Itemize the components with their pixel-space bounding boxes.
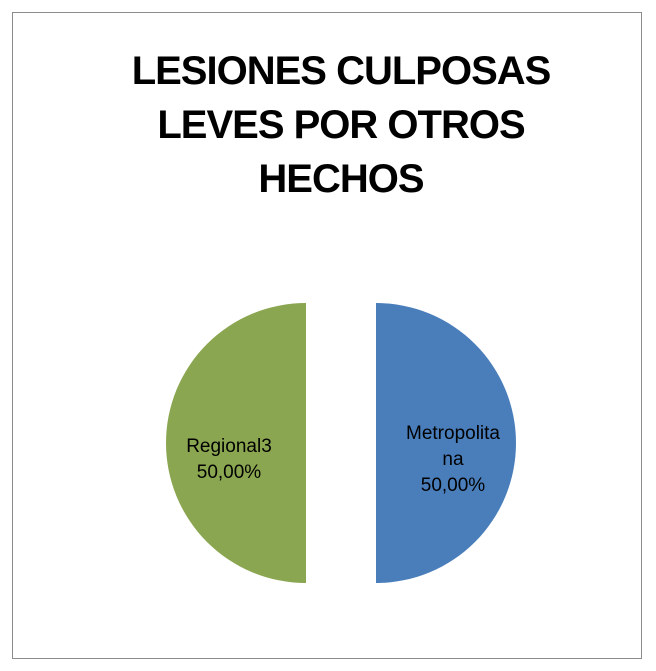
pie-slice <box>166 303 306 583</box>
chart-frame <box>12 12 642 659</box>
slice-label: Regional3 50,00% <box>181 434 277 486</box>
slice-category: Metropolitana <box>406 422 500 470</box>
chart-title: LESIONES CULPOSAS LEVES POR OTROS HECHOS <box>131 49 552 201</box>
slice-value: 50,00% <box>196 461 262 483</box>
slice-label: Metropolitana 50,00% <box>405 421 501 499</box>
slice-category: Regional3 <box>186 435 272 457</box>
slice-value: 50,00% <box>420 474 486 496</box>
pie-slice <box>376 303 516 583</box>
